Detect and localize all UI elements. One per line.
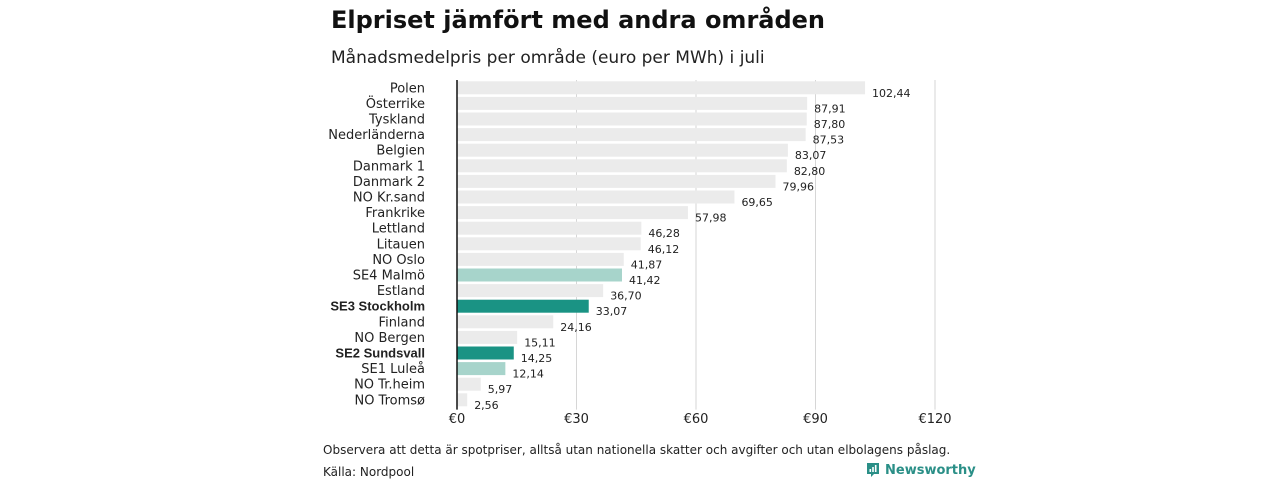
- category-label: NO Tr.heim: [354, 378, 425, 393]
- category-label: Nederländerna: [328, 128, 425, 143]
- value-label: 33,07: [596, 305, 628, 318]
- bar: [457, 128, 806, 142]
- category-label: Danmark 1: [353, 159, 425, 174]
- category-label: SE1 Luleå: [361, 362, 425, 377]
- category-label: NO Oslo: [372, 253, 425, 268]
- value-label: 79,96: [783, 180, 815, 193]
- category-label: SE2 Sundsvall: [335, 346, 425, 361]
- category-label: Österrike: [366, 95, 425, 112]
- value-label: 57,98: [695, 212, 727, 225]
- category-label: Frankrike: [365, 206, 425, 221]
- category-label: NO Tromsø: [354, 393, 425, 408]
- value-label: 41,42: [629, 274, 661, 287]
- value-label: 41,87: [631, 258, 663, 271]
- source-note: Källa: Nordpool: [323, 465, 415, 479]
- x-tick-label: €60: [684, 412, 709, 427]
- bar: [457, 299, 589, 313]
- category-label: Lettland: [372, 222, 425, 237]
- category-label: NO Bergen: [354, 331, 425, 346]
- bar: [457, 159, 787, 173]
- bar-chart: Polen 102,44 Österrike 87,91 Tyskland 87,80 Ne…: [328, 80, 952, 427]
- bar: [457, 112, 807, 126]
- value-label: 5,97: [488, 383, 513, 396]
- category-label: SE3 Stockholm: [330, 299, 425, 314]
- value-label: 82,80: [794, 165, 826, 178]
- bar: [457, 393, 468, 407]
- value-label: 87,80: [814, 118, 846, 131]
- value-label: 87,53: [813, 134, 845, 147]
- bar: [457, 237, 641, 251]
- value-label: 46,28: [648, 227, 680, 240]
- category-label: SE4 Malmö: [353, 269, 425, 284]
- bar: [457, 96, 808, 110]
- bar: [457, 206, 688, 220]
- chart-title: Elpriset jämfört med andra områden: [331, 6, 826, 34]
- category-label: Danmark 2: [353, 175, 425, 190]
- category-label: Tyskland: [368, 113, 425, 128]
- newsworthy-icon: [867, 463, 879, 477]
- bar: [457, 377, 481, 391]
- bar: [457, 315, 554, 329]
- category-label: Estland: [377, 284, 425, 299]
- category-label: NO Kr.sand: [353, 191, 425, 206]
- brand-name: Newsworthy: [885, 462, 976, 478]
- bar: [457, 268, 622, 282]
- bar: [457, 346, 514, 360]
- x-tick-label: €120: [918, 412, 951, 427]
- chart-subtitle: Månadsmedelpris per område (euro per MWh…: [331, 48, 765, 68]
- value-label: 87,91: [814, 102, 846, 115]
- category-label: Polen: [390, 81, 425, 96]
- value-label: 24,16: [560, 321, 592, 334]
- bar: [457, 81, 866, 95]
- x-tick-label: €30: [564, 412, 589, 427]
- value-label: 36,70: [610, 290, 642, 303]
- bar: [457, 252, 624, 266]
- bar: [457, 221, 642, 235]
- value-label: 69,65: [741, 196, 773, 209]
- bar: [457, 190, 735, 204]
- category-label: Belgien: [376, 144, 425, 159]
- value-label: 12,14: [512, 368, 544, 381]
- value-label: 2,56: [474, 399, 499, 412]
- value-label: 14,25: [521, 352, 553, 365]
- bar: [457, 330, 518, 344]
- bar: [457, 143, 788, 157]
- value-label: 83,07: [795, 149, 827, 162]
- footnote: Observera att detta är spotpriser, allts…: [323, 443, 951, 457]
- x-tick-label: €0: [449, 412, 466, 427]
- bar: [457, 174, 776, 188]
- value-label: 46,12: [648, 243, 680, 256]
- value-label: 15,11: [524, 336, 556, 349]
- category-label: Finland: [379, 315, 425, 330]
- x-tick-label: €90: [803, 412, 828, 427]
- category-label: Litauen: [377, 237, 425, 252]
- value-label: 102,44: [872, 87, 911, 100]
- brand-logo: Newsworthy: [866, 462, 976, 478]
- bar: [457, 362, 506, 376]
- bar: [457, 284, 604, 298]
